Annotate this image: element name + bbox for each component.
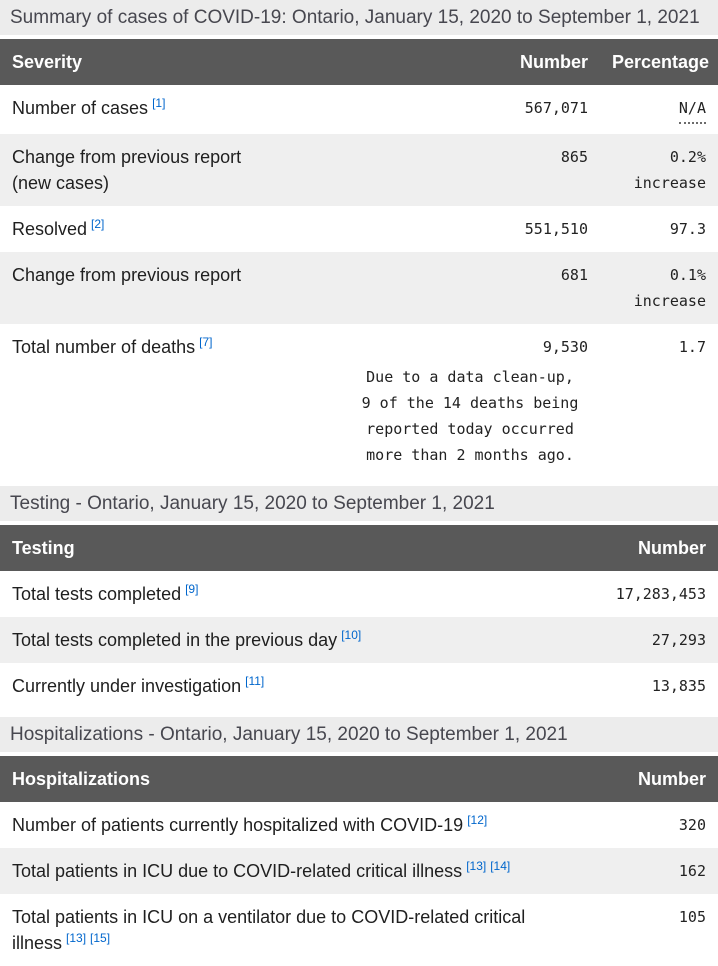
number-cell: 865 xyxy=(560,148,588,166)
number-cell: 13,835 xyxy=(651,677,706,695)
footnote-link-13b[interactable]: [13] xyxy=(66,931,87,945)
deaths-number: 9,530 xyxy=(542,338,588,356)
number-cell: 9,530 Due to a data clean-up, 9 of the 1… xyxy=(340,324,600,478)
testing-label-cell: Total tests completed in the previous da… xyxy=(0,617,588,663)
table-row-currently-hospitalized: Number of patients currently hospitalize… xyxy=(0,802,718,848)
column-header-testing: Testing xyxy=(0,525,588,571)
not-applicable-value: N/A xyxy=(678,95,706,124)
number-cell: 105 xyxy=(678,908,706,926)
percentage-cell: 0.1% increase xyxy=(633,266,706,310)
summary-section: Summary of cases of COVID-19: Ontario, J… xyxy=(0,0,718,478)
testing-label-cell: Currently under investigation [11] xyxy=(0,663,588,709)
footnote-link-1[interactable]: [1] xyxy=(152,96,166,110)
column-header-percentage: Percentage xyxy=(600,39,718,85)
number-cell: 17,283,453 xyxy=(615,585,706,603)
table-row-tests-previous-day: Total tests completed in the previous da… xyxy=(0,617,718,663)
row-label: Change from previous report xyxy=(12,265,242,285)
table-row-change-new-cases: Change from previous report (new cases) … xyxy=(0,134,718,206)
row-label: Number of cases xyxy=(12,98,149,118)
row-label: Total tests completed xyxy=(12,584,182,604)
row-label: Total patients in ICU on a ventilator du… xyxy=(12,907,526,953)
percentage-cell: N/A xyxy=(600,85,718,134)
hospitalizations-section-heading: Hospitalizations - Ontario, January 15, … xyxy=(0,717,718,752)
summary-table: Severity Number Percentage Number of cas… xyxy=(0,39,718,478)
hospitalizations-table: Hospitalizations Number Number of patien… xyxy=(0,756,718,966)
testing-section-heading: Testing - Ontario, January 15, 2020 to S… xyxy=(0,486,718,521)
hospitalizations-label-cell: Total patients in ICU due to COVID-relat… xyxy=(0,848,588,894)
severity-cell: Change from previous report (new cases) xyxy=(0,134,340,206)
row-label: Resolved xyxy=(12,219,88,239)
number-cell: 162 xyxy=(678,862,706,880)
summary-header-row: Severity Number Percentage xyxy=(0,39,718,85)
table-row-number-of-cases: Number of cases [1] 567,071 N/A xyxy=(0,85,718,134)
footnote-link-14[interactable]: [14] xyxy=(490,859,511,873)
footnote-link-13[interactable]: [13] xyxy=(466,859,487,873)
column-header-hospitalizations: Hospitalizations xyxy=(0,756,588,802)
severity-cell: Resolved [2] xyxy=(0,206,340,252)
severity-cell: Change from previous report xyxy=(0,252,340,324)
severity-cell: Number of cases [1] xyxy=(0,85,340,134)
footnote-link-15[interactable]: [15] xyxy=(90,931,111,945)
percentage-cell: 1.7 xyxy=(678,338,706,356)
number-cell: 567,071 xyxy=(524,99,588,117)
column-header-severity: Severity xyxy=(0,39,340,85)
testing-section: Testing - Ontario, January 15, 2020 to S… xyxy=(0,486,718,709)
column-header-number: Number xyxy=(588,525,718,571)
footnote-link-7[interactable]: [7] xyxy=(199,335,213,349)
number-cell: 320 xyxy=(678,816,706,834)
hospitalizations-header-row: Hospitalizations Number xyxy=(0,756,718,802)
testing-header-row: Testing Number xyxy=(0,525,718,571)
table-row-under-investigation: Currently under investigation [11] 13,835 xyxy=(0,663,718,709)
deaths-data-cleanup-note: Due to a data clean-up, 9 of the 14 deat… xyxy=(361,368,579,464)
table-row-icu-ventilator: Total patients in ICU on a ventilator du… xyxy=(0,894,718,966)
row-label: Total tests completed in the previous da… xyxy=(12,630,338,650)
column-header-number: Number xyxy=(340,39,600,85)
percentage-cell: 0.2% increase xyxy=(633,148,706,192)
row-label: Total number of deaths xyxy=(12,337,196,357)
hospitalizations-label-cell: Total patients in ICU on a ventilator du… xyxy=(0,894,588,966)
number-cell: 27,293 xyxy=(651,631,706,649)
row-label: Change from previous report (new cases) xyxy=(12,147,242,193)
table-row-total-tests: Total tests completed [9] 17,283,453 xyxy=(0,571,718,617)
row-label: Currently under investigation xyxy=(12,676,242,696)
severity-cell: Total number of deaths [7] xyxy=(0,324,340,478)
hospitalizations-label-cell: Number of patients currently hospitalize… xyxy=(0,802,588,848)
testing-table: Testing Number Total tests completed [9] … xyxy=(0,525,718,709)
summary-section-heading: Summary of cases of COVID-19: Ontario, J… xyxy=(0,0,718,35)
row-label: Total patients in ICU due to COVID-relat… xyxy=(12,861,463,881)
footnote-link-10[interactable]: [10] xyxy=(341,628,362,642)
row-label: Number of patients currently hospitalize… xyxy=(12,815,464,835)
percentage-cell: 97.3 xyxy=(669,220,706,238)
footnote-link-2[interactable]: [2] xyxy=(91,217,105,231)
table-row-total-deaths: Total number of deaths [7] 9,530 Due to a… xyxy=(0,324,718,478)
number-cell: 681 xyxy=(560,266,588,284)
testing-label-cell: Total tests completed [9] xyxy=(0,571,588,617)
hospitalizations-section: Hospitalizations - Ontario, January 15, … xyxy=(0,717,718,966)
footnote-link-9[interactable]: [9] xyxy=(185,582,199,596)
number-cell: 551,510 xyxy=(524,220,588,238)
footnote-link-12[interactable]: [12] xyxy=(467,813,488,827)
footnote-link-11[interactable]: [11] xyxy=(245,674,265,688)
table-row-icu: Total patients in ICU due to COVID-relat… xyxy=(0,848,718,894)
table-row-resolved: Resolved [2] 551,510 97.3 xyxy=(0,206,718,252)
table-row-change-previous-report: Change from previous report 681 0.1% inc… xyxy=(0,252,718,324)
column-header-number: Number xyxy=(588,756,718,802)
